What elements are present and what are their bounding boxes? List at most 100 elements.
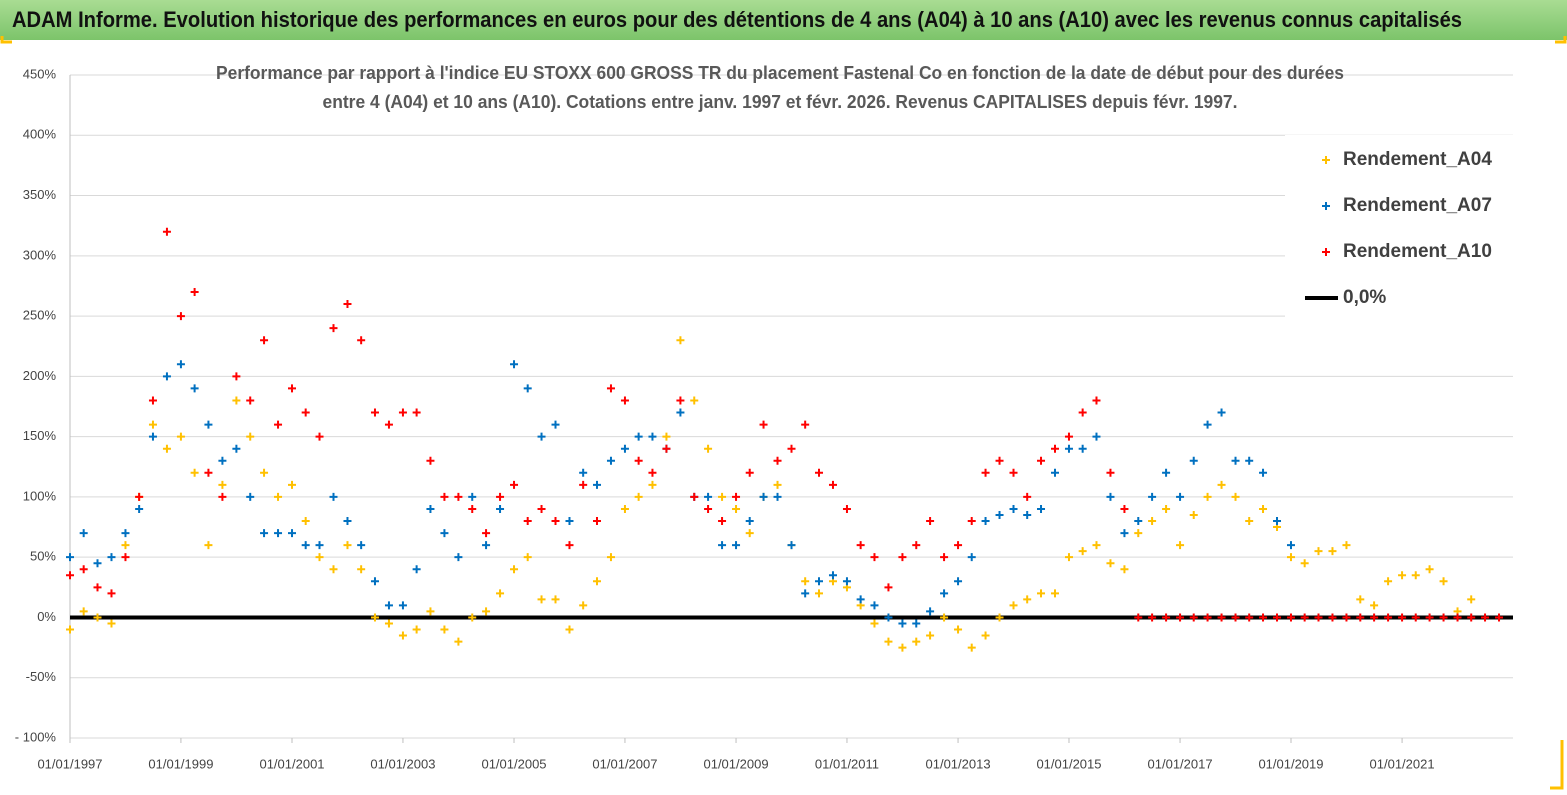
- point: [1314, 547, 1323, 556]
- point: [79, 565, 88, 574]
- point: [579, 601, 588, 610]
- point: [79, 529, 88, 538]
- point: [357, 336, 366, 345]
- legend-label: Rendement_A07: [1343, 195, 1492, 216]
- point: [1148, 517, 1157, 526]
- point: [592, 577, 601, 586]
- point: [357, 541, 366, 550]
- point: [468, 504, 477, 513]
- point: [218, 456, 227, 465]
- x-tick-label: 01/01/2015: [1036, 756, 1101, 771]
- point: [551, 517, 560, 526]
- point: [315, 553, 324, 562]
- point: [66, 571, 74, 580]
- point: [1092, 432, 1101, 441]
- point: [1078, 408, 1087, 417]
- point: [288, 529, 297, 538]
- point: [1370, 601, 1379, 610]
- point: [634, 432, 643, 441]
- point: [107, 553, 116, 562]
- point: [551, 595, 560, 604]
- point: [496, 492, 505, 501]
- y-tick-label: 400%: [23, 127, 57, 142]
- point: [1189, 613, 1198, 622]
- point: [1328, 547, 1337, 556]
- point: [398, 408, 407, 417]
- point: [732, 504, 741, 513]
- point: [523, 517, 532, 526]
- point: [884, 637, 893, 646]
- point: [1176, 541, 1185, 550]
- point: [926, 517, 935, 526]
- point: [523, 553, 532, 562]
- point: [121, 529, 130, 538]
- point: [1064, 553, 1073, 562]
- point: [912, 541, 921, 550]
- point: [954, 541, 963, 550]
- point: [1370, 613, 1379, 622]
- point: [620, 396, 629, 405]
- point: [162, 444, 171, 453]
- point: [870, 601, 879, 610]
- point: [1217, 408, 1226, 417]
- point: [343, 300, 352, 309]
- point: [1217, 480, 1226, 489]
- point: [384, 420, 393, 429]
- point: [1398, 571, 1407, 580]
- corner: [1550, 740, 1564, 790]
- x-tick-label: 01/01/1999: [148, 756, 213, 771]
- y-tick-label: 250%: [23, 308, 57, 323]
- point: [1051, 589, 1059, 598]
- point: [620, 504, 629, 513]
- point: [926, 607, 935, 616]
- point: [870, 619, 879, 628]
- point: [801, 420, 810, 429]
- legend-marker: [1322, 202, 1330, 210]
- point: [1120, 529, 1129, 538]
- point: [412, 565, 421, 574]
- y-tick-label: 150%: [23, 428, 57, 443]
- point: [537, 595, 546, 604]
- point: [565, 625, 574, 634]
- point: [579, 480, 588, 489]
- point: [1453, 613, 1462, 622]
- y-tick-label: 450%: [23, 66, 57, 81]
- point: [1384, 613, 1393, 622]
- point: [482, 607, 491, 616]
- point: [606, 553, 615, 562]
- point: [801, 577, 810, 586]
- point: [1286, 553, 1295, 562]
- point: [384, 619, 393, 628]
- point: [648, 432, 657, 441]
- point: [1051, 444, 1059, 453]
- point: [1425, 613, 1434, 622]
- point: [912, 637, 921, 646]
- point: [1259, 504, 1268, 513]
- point: [1467, 595, 1476, 604]
- point: [926, 631, 935, 640]
- point: [690, 492, 699, 501]
- point: [148, 396, 157, 405]
- point: [440, 492, 449, 501]
- point: [440, 529, 449, 538]
- point: [537, 504, 546, 513]
- point: [1356, 595, 1365, 604]
- point: [981, 631, 990, 640]
- point: [1162, 504, 1171, 513]
- x-tick-label: 01/01/2017: [1148, 756, 1213, 771]
- point: [204, 541, 213, 550]
- point: [1342, 613, 1351, 622]
- point: [1398, 613, 1407, 622]
- point: [1023, 510, 1032, 519]
- point: [718, 492, 727, 501]
- point: [454, 637, 463, 646]
- point: [1023, 595, 1032, 604]
- point: [967, 553, 976, 562]
- point: [190, 287, 199, 296]
- point: [1092, 541, 1101, 550]
- point: [787, 541, 796, 550]
- legend: Rendement_A04 Rendement_A07 Rendement_A10 0…: [1305, 149, 1492, 308]
- point: [329, 565, 338, 574]
- point: [1356, 613, 1365, 622]
- point: [815, 468, 824, 477]
